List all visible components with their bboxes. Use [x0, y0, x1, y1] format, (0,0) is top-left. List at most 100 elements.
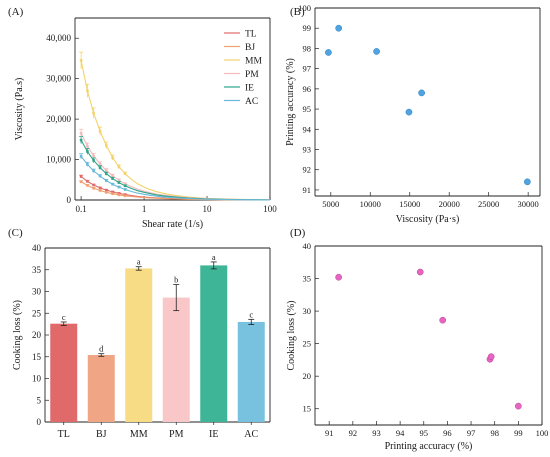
data-point [98, 189, 102, 192]
x-tick-label: 10000 [360, 199, 381, 209]
data-point [86, 89, 89, 93]
data-point [92, 111, 95, 115]
y-axis-title: Cooking loss (%) [12, 300, 23, 370]
data-point [86, 184, 89, 187]
data-point [86, 163, 89, 166]
panel-d: (D) 91 92 93 94 95 96 97 98 99 100 15 20 25 30 35 40 Prin… [286, 227, 548, 452]
scatter-point [524, 178, 531, 186]
y-tick-label: 93 [303, 145, 312, 155]
x-axis-title: Viscosity (Pa·s) [396, 214, 460, 225]
data-point [79, 138, 83, 142]
scatter-point [373, 48, 380, 55]
legend-label: MM [245, 57, 262, 67]
x-tick-label: 91 [325, 428, 334, 438]
series-line-mm [80, 60, 271, 201]
x-tick-label: MM [130, 429, 148, 440]
scatter-point [515, 402, 522, 410]
legend-label: TL [245, 30, 257, 40]
y-tick-label: 100 [298, 3, 311, 13]
data-point [79, 59, 83, 62]
y-axis-title: Printing accuracy (%) [285, 58, 296, 146]
data-point [104, 169, 108, 172]
y-tick-label: 0 [67, 195, 72, 205]
x-axis-title: Shear rate (1/s) [142, 219, 203, 230]
legend-label: AC [245, 97, 258, 107]
x-tick-label: AC [244, 429, 258, 440]
data-point [123, 172, 127, 176]
x-tick-label: TL [58, 429, 70, 440]
significance-letter: c [62, 312, 66, 322]
y-axis-title: Cooking loss (%) [286, 301, 297, 371]
x-tick-label: 10 [203, 204, 213, 214]
y-tick-label: 40 [32, 243, 42, 253]
data-point [111, 190, 114, 194]
significance-letter: b [174, 275, 178, 285]
data-point [79, 175, 83, 178]
data-point [117, 192, 121, 195]
y-tick-label: 25 [32, 308, 42, 318]
y-tick-label: 94 [303, 124, 312, 134]
data-point [123, 182, 127, 186]
data-point [123, 184, 127, 188]
x-tick-label: IE [209, 429, 218, 440]
x-tick-label: PM [169, 429, 184, 440]
data-point [79, 155, 83, 158]
scatter-point [405, 108, 413, 116]
x-tick-label: 92 [349, 428, 358, 438]
x-tick-label: 100 [536, 428, 549, 438]
data-point [79, 180, 83, 184]
y-tick-label: 40,000 [46, 33, 71, 43]
panel-label: (C) [8, 227, 23, 239]
bar-tl [50, 323, 78, 422]
y-tick-label: 40 [303, 241, 312, 251]
y-tick-label: 97 [303, 64, 312, 74]
x-tick-label: 1 [142, 204, 147, 214]
x-tick-label: 93 [372, 428, 381, 438]
y-tick-label: 92 [303, 165, 312, 175]
data-point [86, 180, 89, 183]
y-tick-label: 91 [303, 185, 312, 195]
panel-label: (B) [290, 6, 305, 18]
y-tick-label: 15 [32, 352, 42, 362]
data-point [104, 188, 108, 192]
x-tick-label: 100 [263, 204, 277, 214]
y-tick-label: 20,000 [46, 114, 71, 124]
scatter-point [325, 49, 332, 56]
y-tick-label: 35 [303, 274, 312, 284]
scatter-point [416, 268, 424, 276]
data-point [111, 177, 114, 180]
significance-letter: c [249, 309, 253, 319]
y-tick-label: 30,000 [46, 74, 71, 84]
data-point [98, 186, 102, 190]
data-point [104, 191, 108, 194]
y-tick-label: 30 [303, 306, 312, 316]
data-point [86, 150, 89, 153]
x-tick-label: 98 [490, 428, 499, 438]
y-tick-label: 35 [32, 265, 42, 275]
data-point [92, 159, 95, 162]
data-point [123, 188, 127, 191]
scatter-point [335, 24, 343, 32]
panel-b: (B) 5000 10000 15000 20000 25000 30000 91 92 93 94… [285, 3, 541, 225]
y-tick-label: 25 [303, 339, 312, 349]
y-tick-label: 96 [303, 84, 312, 94]
scatter-point [487, 353, 495, 361]
x-tick-label: 96 [443, 428, 452, 438]
data-point [104, 179, 108, 182]
data-point [92, 183, 95, 187]
legend-label: IE [245, 84, 254, 94]
data-point [86, 144, 89, 148]
y-tick-label: 0 [37, 417, 42, 427]
y-tick-label: 20 [32, 330, 42, 340]
data-point [117, 178, 121, 182]
x-tick-label: 99 [514, 428, 523, 438]
data-point [111, 192, 114, 196]
y-tick-label: 95 [303, 104, 312, 114]
panel-label: (A) [8, 6, 24, 18]
data-point [98, 166, 102, 169]
y-tick-label: 99 [303, 23, 312, 33]
significance-letter: a [137, 257, 141, 267]
series-line-pm [80, 133, 271, 201]
data-point [111, 182, 114, 186]
bar-pm [162, 297, 190, 422]
